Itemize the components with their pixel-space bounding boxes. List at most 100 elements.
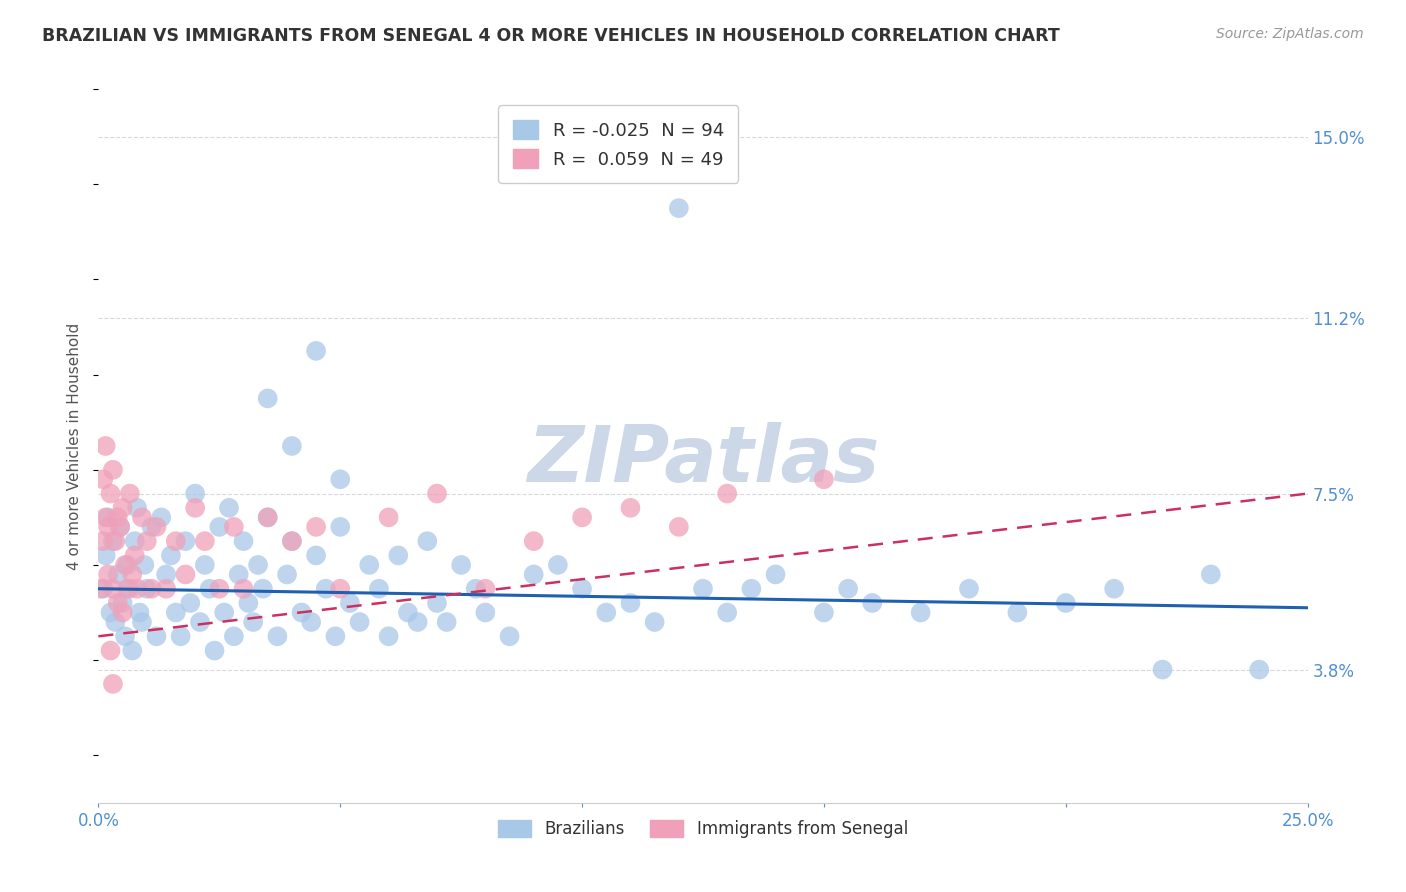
Point bbox=[94, 510, 117, 524]
Point bbox=[104, 615, 127, 629]
Point bbox=[1102, 582, 1125, 596]
Point bbox=[359, 558, 381, 572]
Point bbox=[957, 582, 980, 596]
Point bbox=[281, 534, 304, 549]
Point bbox=[256, 392, 278, 406]
Point bbox=[329, 472, 352, 486]
Point bbox=[222, 629, 245, 643]
Point bbox=[498, 629, 520, 643]
Point bbox=[194, 534, 217, 549]
Point bbox=[299, 615, 322, 629]
Text: Source: ZipAtlas.com: Source: ZipAtlas.com bbox=[1216, 27, 1364, 41]
Point bbox=[218, 500, 240, 515]
Point bbox=[668, 201, 690, 215]
Point bbox=[94, 439, 117, 453]
Point bbox=[107, 510, 129, 524]
Point bbox=[128, 606, 150, 620]
Point bbox=[184, 500, 207, 515]
Point bbox=[281, 534, 304, 549]
Point bbox=[91, 582, 114, 596]
Point bbox=[91, 534, 114, 549]
Point bbox=[547, 558, 569, 572]
Point bbox=[141, 520, 163, 534]
Point bbox=[104, 534, 127, 549]
Point bbox=[315, 582, 337, 596]
Point bbox=[107, 567, 129, 582]
Point bbox=[97, 567, 120, 582]
Point bbox=[169, 629, 191, 643]
Point bbox=[377, 629, 399, 643]
Point bbox=[281, 439, 304, 453]
Point bbox=[121, 567, 143, 582]
Point bbox=[329, 582, 352, 596]
Point bbox=[426, 596, 449, 610]
Point bbox=[150, 510, 173, 524]
Point bbox=[339, 596, 361, 610]
Point bbox=[238, 596, 260, 610]
Point bbox=[256, 510, 278, 524]
Point bbox=[97, 510, 120, 524]
Point bbox=[111, 596, 134, 610]
Point bbox=[134, 558, 156, 572]
Point bbox=[141, 582, 163, 596]
Point bbox=[349, 615, 371, 629]
Point bbox=[765, 567, 787, 582]
Point bbox=[91, 472, 114, 486]
Point bbox=[368, 582, 391, 596]
Point bbox=[131, 510, 153, 524]
Point bbox=[619, 596, 641, 610]
Point bbox=[232, 534, 254, 549]
Point bbox=[108, 520, 131, 534]
Point bbox=[118, 582, 141, 596]
Point bbox=[114, 629, 136, 643]
Point bbox=[101, 463, 124, 477]
Point bbox=[165, 606, 187, 620]
Point bbox=[204, 643, 226, 657]
Point bbox=[179, 596, 201, 610]
Point bbox=[474, 606, 496, 620]
Point bbox=[716, 486, 738, 500]
Point bbox=[1249, 663, 1271, 677]
Point bbox=[837, 582, 859, 596]
Point bbox=[101, 677, 124, 691]
Point bbox=[305, 520, 328, 534]
Point bbox=[450, 558, 472, 572]
Point bbox=[94, 549, 117, 563]
Point bbox=[165, 534, 187, 549]
Text: ZIPatlas: ZIPatlas bbox=[527, 422, 879, 499]
Point bbox=[108, 520, 131, 534]
Point bbox=[256, 510, 278, 524]
Point bbox=[910, 606, 932, 620]
Point bbox=[716, 606, 738, 620]
Point bbox=[198, 582, 221, 596]
Point bbox=[571, 582, 593, 596]
Point bbox=[208, 520, 231, 534]
Point bbox=[118, 486, 141, 500]
Point bbox=[100, 486, 122, 500]
Point bbox=[474, 582, 496, 596]
Point bbox=[571, 510, 593, 524]
Point bbox=[595, 606, 617, 620]
Point bbox=[212, 606, 235, 620]
Point bbox=[114, 558, 136, 572]
Point bbox=[124, 549, 146, 563]
Text: BRAZILIAN VS IMMIGRANTS FROM SENEGAL 4 OR MORE VEHICLES IN HOUSEHOLD CORRELATION: BRAZILIAN VS IMMIGRANTS FROM SENEGAL 4 O… bbox=[42, 27, 1060, 45]
Point bbox=[406, 615, 429, 629]
Point bbox=[194, 558, 217, 572]
Point bbox=[174, 534, 197, 549]
Point bbox=[121, 643, 143, 657]
Point bbox=[111, 606, 134, 620]
Point bbox=[242, 615, 264, 629]
Point bbox=[124, 534, 146, 549]
Y-axis label: 4 or more Vehicles in Household: 4 or more Vehicles in Household bbox=[67, 322, 83, 570]
Point bbox=[100, 643, 122, 657]
Point bbox=[396, 606, 419, 620]
Point bbox=[184, 486, 207, 500]
Legend: Brazilians, Immigrants from Senegal: Brazilians, Immigrants from Senegal bbox=[491, 813, 915, 845]
Point bbox=[208, 582, 231, 596]
Point bbox=[436, 615, 458, 629]
Point bbox=[247, 558, 270, 572]
Point bbox=[1199, 567, 1222, 582]
Point bbox=[131, 615, 153, 629]
Point bbox=[222, 520, 245, 534]
